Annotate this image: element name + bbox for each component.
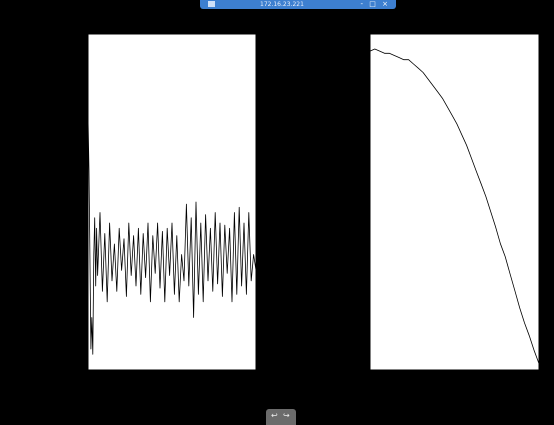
chart-2-ytick-label: −715.0	[311, 301, 363, 317]
chart-2-ytick-label: −714.6	[311, 215, 363, 231]
chart-1-ytick-label: 400	[54, 143, 81, 159]
remote-bottom-tab[interactable]: ↩ ↪	[266, 409, 296, 425]
chart-2-ylabel: Energy (ev)	[275, 147, 297, 258]
chart-1-xtick-label: 0	[84, 377, 93, 393]
chart-1-ytick-label: 350	[54, 195, 81, 211]
chart-2-ytick-label: −714.4	[311, 173, 363, 189]
chart-1-title: MD temperature profile	[72, 9, 271, 29]
chart-2-title: MD energy profile	[379, 9, 531, 29]
chart-2-ytick-label: −715.2	[311, 344, 363, 360]
chart-2-ytick-label: −714.0	[311, 87, 363, 103]
chart-1-series-line-1	[87, 117, 257, 355]
chart-1-ytick-label: 450	[54, 90, 81, 106]
chart-1-plot-background	[88, 34, 256, 370]
arrow-left-icon[interactable]: ↩	[271, 411, 278, 420]
chart-1-ytick-label: 300	[54, 248, 81, 264]
pin-icon[interactable]	[208, 1, 215, 7]
chart-2-plot-background	[370, 34, 539, 370]
window-controls[interactable]: - □ ×	[360, 0, 390, 8]
chart-2-xlabel: Time (fs)	[412, 398, 497, 420]
chart-2-ytick-label: −713.8	[311, 44, 363, 60]
chart-1-ytick-label: 200	[54, 353, 81, 369]
chart-1-ytick-label: 250	[54, 300, 81, 316]
chart-2-ytick-label: −714.8	[311, 258, 363, 274]
remote-address-label: 172.16.23.221	[260, 1, 304, 8]
chart-1-xlabel: Time (fs)	[130, 398, 215, 420]
arrow-right-icon[interactable]: ↪	[283, 411, 290, 420]
chart-2-series-line-1	[369, 48, 540, 364]
remote-session-toolbar[interactable]: 172.16.23.221 - □ ×	[200, 0, 396, 9]
chart-1-ylabel: Temperature (K)	[23, 125, 45, 280]
chart-2-ytick-label: −714.2	[311, 130, 363, 146]
chart-1-xtick-label: 1000	[166, 377, 202, 393]
chart-2-axes-frame	[369, 33, 540, 371]
chart-2-xtick-label: 0	[366, 377, 375, 393]
chart-1-ytick-label: 500	[54, 38, 81, 54]
chart-2-xtick-label: 1000	[449, 377, 485, 393]
